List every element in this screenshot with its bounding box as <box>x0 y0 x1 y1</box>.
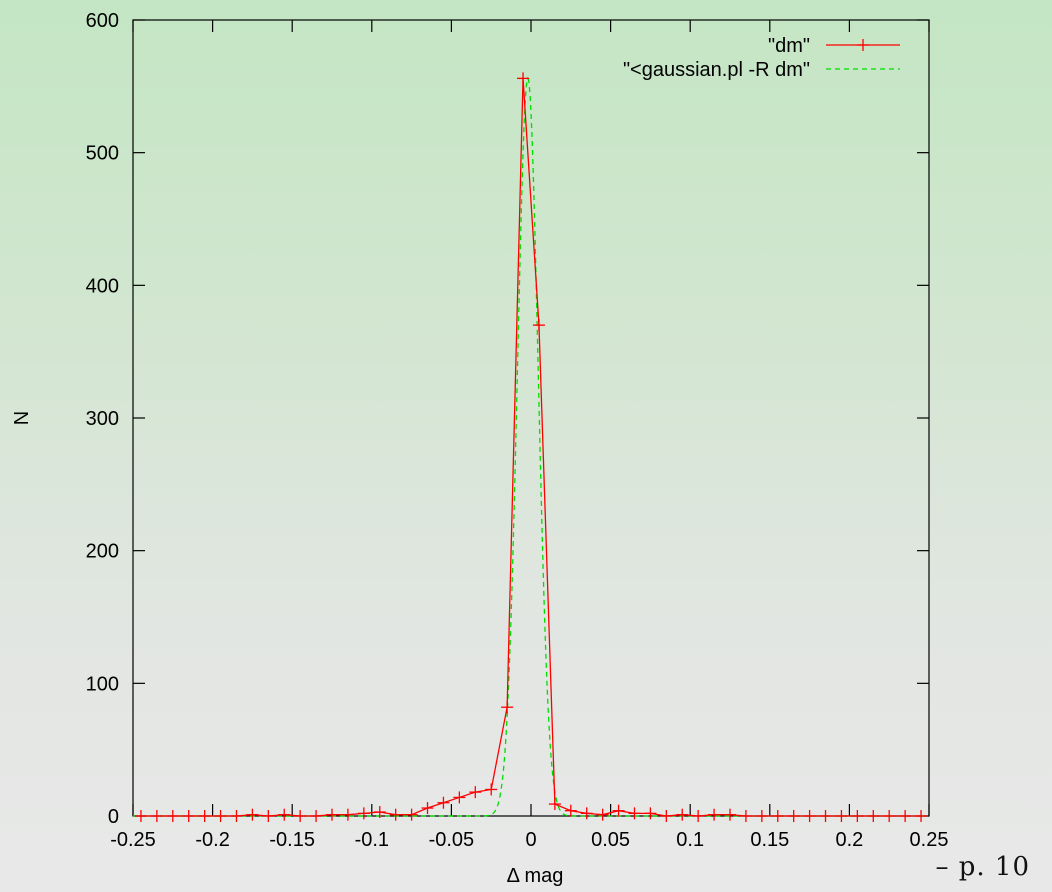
dm-point <box>835 810 848 822</box>
dm-point <box>310 810 323 822</box>
y-axis-ticks: 0 100 200 300 400 500 600 <box>86 10 929 828</box>
dm-point <box>755 810 768 822</box>
dm-point <box>469 786 482 799</box>
dm-point <box>660 810 673 822</box>
legend: "dm" "<gaussian.pl -R dm" <box>623 35 900 81</box>
x-axis-label: Δ mag <box>507 865 564 887</box>
dm-point <box>453 791 466 804</box>
dm-point <box>548 798 561 811</box>
x-tick-label: 0.15 <box>750 829 789 851</box>
dm-point <box>389 808 402 821</box>
dm-point <box>739 810 752 822</box>
dm-point <box>341 808 354 821</box>
x-tick-label: 0.2 <box>835 829 863 851</box>
x-tick-label: -0.05 <box>429 829 475 851</box>
dm-point <box>676 808 689 821</box>
dm-point <box>580 807 593 820</box>
dm-point <box>724 808 736 821</box>
dm-point <box>262 810 275 822</box>
dm-point <box>501 701 514 714</box>
plot-frame <box>132 19 930 817</box>
gaussian-fit-line <box>133 76 929 817</box>
dm-point <box>485 783 498 796</box>
dm-point <box>230 810 243 822</box>
dm-point <box>182 810 195 822</box>
dm-series-line <box>140 78 922 817</box>
x-tick-label: -0.15 <box>269 829 315 851</box>
dm-point <box>517 72 530 85</box>
y-tick-label: 500 <box>86 143 119 165</box>
y-tick-label: 400 <box>86 275 119 297</box>
y-axis-label: N <box>11 411 33 425</box>
dm-point <box>692 810 705 822</box>
legend-marker-dm <box>857 39 869 51</box>
dm-series-markers <box>134 72 928 822</box>
y-tick-label: 200 <box>86 541 119 563</box>
x-tick-label: -0.25 <box>110 829 156 851</box>
dm-point <box>166 810 179 822</box>
dm-point <box>708 808 721 821</box>
x-axis-ticks: -0.25 -0.2 -0.15 -0.1 -0.05 0 0.05 0.1 0.15 0.2 0.… <box>110 20 948 851</box>
x-tick-label: -0.2 <box>195 829 229 851</box>
dm-point <box>883 810 896 822</box>
dm-point <box>246 808 259 821</box>
dm-point <box>421 802 434 815</box>
legend-label-gaussian: "<gaussian.pl -R dm" <box>623 59 810 81</box>
dm-point <box>532 319 545 332</box>
dm-point <box>644 807 657 820</box>
x-tick-label: 0.1 <box>676 829 704 851</box>
x-tick-label: 0 <box>525 829 536 851</box>
legend-label-dm: "dm" <box>768 35 810 57</box>
dm-point <box>803 810 816 822</box>
y-tick-label: 100 <box>86 673 119 695</box>
dm-point <box>915 810 928 822</box>
y-tick-label: 600 <box>86 10 119 32</box>
x-tick-label: -0.1 <box>355 829 389 851</box>
dm-point <box>771 810 784 822</box>
dm-point <box>373 806 386 819</box>
dm-point <box>851 810 864 822</box>
dm-point <box>214 810 227 822</box>
dm-point <box>787 810 800 822</box>
dm-point <box>628 807 641 820</box>
dm-point <box>326 808 338 821</box>
dm-point <box>596 808 609 821</box>
x-tick-label: 0.25 <box>910 829 949 851</box>
dm-point <box>819 810 832 822</box>
dm-point <box>612 804 625 817</box>
dm-point <box>134 810 147 822</box>
dm-point <box>405 808 418 821</box>
dm-point <box>899 810 912 822</box>
x-tick-label: 0.05 <box>591 829 630 851</box>
y-tick-label: 300 <box>86 408 119 430</box>
dm-point <box>294 810 307 822</box>
y-tick-label: 0 <box>108 806 119 828</box>
dm-point <box>867 810 880 822</box>
dm-point <box>437 796 450 809</box>
dm-point <box>564 804 577 817</box>
dm-point <box>357 807 370 820</box>
dm-point <box>150 810 163 822</box>
dm-point <box>198 810 211 822</box>
page-number: – p. 10 <box>935 852 1030 882</box>
dm-point <box>278 808 291 821</box>
